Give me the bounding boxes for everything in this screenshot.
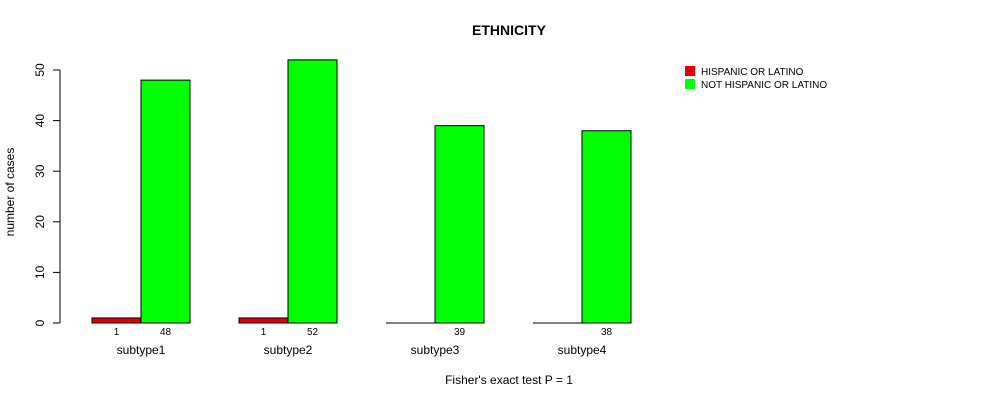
category-label: subtype4 xyxy=(558,343,607,357)
bar-not-hispanic xyxy=(434,125,485,324)
chart-title: ETHNICITY xyxy=(472,22,547,38)
legend-label: HISPANIC OR LATINO xyxy=(701,67,804,78)
category-label: subtype1 xyxy=(117,343,166,357)
y-tick-label: 0 xyxy=(33,319,47,326)
bar-value-label: 1 xyxy=(114,327,120,338)
y-tick-label: 10 xyxy=(33,265,47,279)
y-axis-label: number of cases xyxy=(3,148,17,237)
bar-hispanic xyxy=(238,317,289,324)
legend-label: NOT HISPANIC OR LATINO xyxy=(701,80,827,91)
bar-not-hispanic xyxy=(140,79,191,324)
category-label: subtype3 xyxy=(411,343,460,357)
category-label: subtype2 xyxy=(264,343,313,357)
y-tick-label: 50 xyxy=(33,63,47,77)
y-tick-label: 20 xyxy=(33,215,47,229)
y-tick-label: 40 xyxy=(33,114,47,128)
y-tick-label: 30 xyxy=(33,164,47,178)
bar-value-label: 38 xyxy=(601,327,613,338)
legend-swatch xyxy=(685,79,695,89)
bar-value-label: 48 xyxy=(160,327,172,338)
bar-not-hispanic xyxy=(287,59,338,324)
x-axis-label: Fisher's exact test P = 1 xyxy=(445,373,573,387)
legend-swatch xyxy=(685,66,695,76)
bar-not-hispanic xyxy=(581,130,632,324)
bar-value-label: 1 xyxy=(261,327,267,338)
bar-value-label: 39 xyxy=(454,327,466,338)
bar-hispanic xyxy=(91,317,142,324)
y-axis-ticks: 0 10 20 30 40 50 xyxy=(33,63,60,326)
bar-groups: 1 48 subtype1 1 52 subtype2 39 subtype3 38 subtyp… xyxy=(91,59,632,357)
legend: HISPANIC OR LATINO NOT HISPANIC OR LATINO xyxy=(685,66,827,91)
bar-value-label: 52 xyxy=(307,327,319,338)
